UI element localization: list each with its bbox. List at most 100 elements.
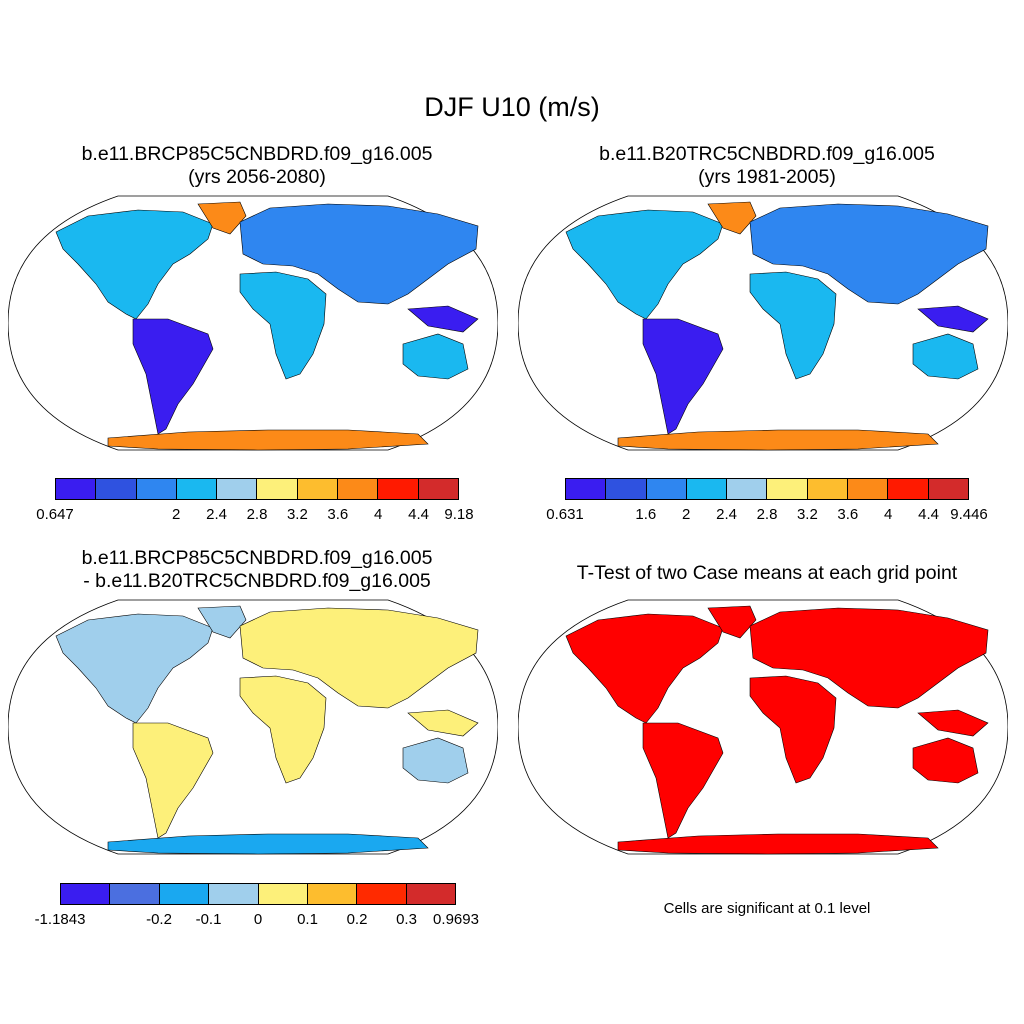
landmass-africa <box>749 271 837 380</box>
landmass-antarctica <box>617 429 939 451</box>
landmass-northAmerica <box>565 209 724 320</box>
cb2-tick-label: 4 <box>884 506 893 523</box>
cb2-tick-label: 1.6 <box>635 506 657 523</box>
cb2-swatch <box>686 479 728 499</box>
colorbar-panel-2-labels: 0.631 1.6 2 2.4 2.8 3.2 3.6 4 4.4 9.446 <box>546 506 988 526</box>
landmass-indonesia <box>407 305 479 333</box>
landmass-australia <box>402 333 469 380</box>
cb1-swatch <box>418 479 458 499</box>
cb3-swatch <box>307 884 358 904</box>
cb3-tick-label: -0.1 <box>195 911 222 928</box>
significance-note: Cells are significant at 0.1 level <box>663 900 871 917</box>
landmass-northAmerica <box>55 613 214 724</box>
cb1-tick-label: 3.6 <box>327 506 349 523</box>
landmass-greenland <box>197 605 247 639</box>
landmass-eurasia <box>749 203 989 305</box>
cb1-swatch <box>338 479 379 499</box>
landmass-southAmerica <box>132 722 214 839</box>
cb1-tick-label: 4.4 <box>408 506 430 523</box>
cb1-swatch <box>56 479 97 499</box>
panel2-title-line2: (yrs 1981-2005) <box>698 166 836 188</box>
panel3-title-line1: b.e11.BRCP85C5CNBDRD.f09_g16.005 <box>81 547 433 569</box>
cb1-tick-label: 3.2 <box>286 506 308 523</box>
figure-title: DJF U10 (m/s) <box>424 92 600 122</box>
cb2-swatch <box>928 479 968 499</box>
landmass-northAmerica <box>565 613 724 724</box>
panel3-title: b.e11.BRCP85C5CNBDRD.f09_g16.005 - b.e11… <box>22 547 492 593</box>
colorbar-panel-3-labels: -1.1843 -0.2 -0.1 0 0.1 0.2 0.3 0.9693 <box>35 911 479 931</box>
cb1-swatch <box>297 479 339 499</box>
landmass-africa <box>239 675 327 784</box>
cb3-tick-label: 0.2 <box>346 911 368 928</box>
cb1-tick-label: 9.18 <box>444 506 474 523</box>
landmass-africa <box>749 675 837 784</box>
cb2-tick-label: 3.2 <box>796 506 818 523</box>
cb3-tick-label: 0 <box>253 911 263 928</box>
cb2-tick-label: 2 <box>682 506 691 523</box>
map-panel-1 <box>8 195 498 451</box>
cb1-tick-label: 2 <box>172 506 181 523</box>
cb1-tick-label: 2.8 <box>246 506 268 523</box>
panel1-title: b.e11.BRCP85C5CNBDRD.f09_g16.005 (yrs 20… <box>22 143 492 189</box>
landmass-indonesia <box>917 709 989 737</box>
landmass-indonesia <box>917 305 989 333</box>
cb1-swatch <box>378 479 419 499</box>
colorbar-panel-1 <box>55 478 459 500</box>
cb1-swatch <box>136 479 177 499</box>
cb3-swatch <box>61 884 111 904</box>
cb3-tick-label: 0.1 <box>297 911 318 928</box>
landmass-australia <box>912 737 979 784</box>
cb2-tick-label: 2.8 <box>756 506 778 523</box>
colorbar-panel-1-labels: 0.647 2 2.4 2.8 3.2 3.6 4 4.4 9.18 <box>36 506 473 526</box>
cb3-swatch <box>159 884 210 904</box>
cb2-tick-label: 3.6 <box>837 506 859 523</box>
cb3-swatch <box>406 884 455 904</box>
cb3-tick-label: 0.9693 <box>433 911 479 928</box>
cb1-swatch <box>257 479 298 499</box>
landmass-eurasia <box>239 607 479 709</box>
colorbar-panel-3 <box>60 883 456 905</box>
panel4-title: T-Test of two Case means at each grid po… <box>532 562 1002 585</box>
cb1-tick-label: 0.647 <box>36 506 74 523</box>
landmass-southAmerica <box>642 722 724 839</box>
landmass-antarctica <box>617 833 939 855</box>
cb2-swatch <box>606 479 647 499</box>
panel1-title-line2: (yrs 2056-2080) <box>188 166 326 188</box>
landmass-antarctica <box>107 429 429 451</box>
cb2-swatch <box>807 479 849 499</box>
cb2-swatch <box>646 479 687 499</box>
landmass-australia <box>402 737 469 784</box>
map-panel-3 <box>8 599 498 855</box>
cb2-swatch <box>848 479 889 499</box>
landmass-greenland <box>707 201 757 235</box>
cb3-tick-label: -0.2 <box>146 911 172 928</box>
cb1-tick-label: 4 <box>374 506 383 523</box>
panel3-title-line2: - b.e11.B20TRC5CNBDRD.f09_g16.005 <box>83 570 431 592</box>
landmass-greenland <box>197 201 247 235</box>
landmass-antarctica <box>107 833 429 855</box>
panel1-title-line1: b.e11.BRCP85C5CNBDRD.f09_g16.005 <box>81 143 433 165</box>
panel2-title-line1: b.e11.B20TRC5CNBDRD.f09_g16.005 <box>599 143 935 165</box>
cb2-tick-label: 9.446 <box>950 506 988 523</box>
cb3-swatch <box>110 884 160 904</box>
cb2-swatch <box>727 479 768 499</box>
map-panel-4 <box>518 599 1008 855</box>
map-panel-2 <box>518 195 1008 451</box>
cb3-swatch <box>357 884 407 904</box>
cb1-swatch <box>176 479 218 499</box>
landmass-southAmerica <box>642 318 724 435</box>
panel2-title: b.e11.B20TRC5CNBDRD.f09_g16.005 (yrs 198… <box>532 143 1002 189</box>
cb2-swatch <box>767 479 808 499</box>
landmass-indonesia <box>407 709 479 737</box>
landmass-africa <box>239 271 327 380</box>
landmass-greenland <box>707 605 757 639</box>
colorbar-panel-2 <box>565 478 969 500</box>
cb2-tick-label: 0.631 <box>546 506 584 523</box>
cb1-tick-label: 2.4 <box>206 506 228 523</box>
cb2-swatch <box>888 479 929 499</box>
landmass-australia <box>912 333 979 380</box>
cb3-tick-label: -1.1843 <box>34 911 86 928</box>
cb3-swatch <box>209 884 259 904</box>
cb3-swatch <box>258 884 308 904</box>
panel4-title-line1: T-Test of two Case means at each grid po… <box>576 562 958 584</box>
